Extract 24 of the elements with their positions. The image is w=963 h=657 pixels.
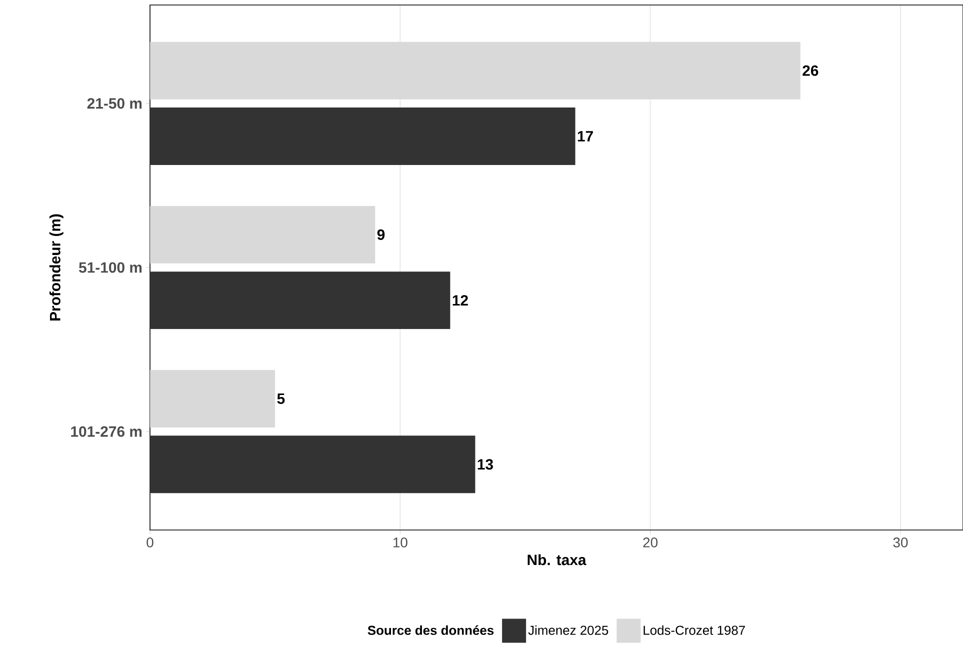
legend-label: Jimenez 2025 <box>528 625 608 635</box>
x-tick-label: 10 <box>393 538 408 548</box>
y-axis-title: Profondeur (m) <box>49 214 64 320</box>
bar <box>150 436 476 494</box>
bar <box>150 206 376 264</box>
data-label: 17 <box>578 131 593 142</box>
x-tick-label: 30 <box>893 538 908 548</box>
data-label: 13 <box>478 459 493 470</box>
x-axis-title: Nb. taxa <box>528 554 586 566</box>
y-tick-label: 51-100 m <box>78 262 142 273</box>
legend-label: Lods-Crozet 1987 <box>644 625 745 635</box>
bar <box>150 272 450 330</box>
data-label: 12 <box>452 295 468 306</box>
y-tick-label: 21-50 m <box>87 98 142 109</box>
data-label: 26 <box>802 65 818 76</box>
y-tick-label: 101-276 m <box>71 426 142 437</box>
bar <box>150 42 800 100</box>
data-label: 5 <box>277 394 285 404</box>
data-label: 9 <box>377 229 385 240</box>
x-tick-label: 0 <box>146 538 154 548</box>
legend-title: Source des données <box>368 625 494 635</box>
x-tick-label: 20 <box>643 538 658 548</box>
bar <box>150 370 276 428</box>
bar <box>150 108 576 165</box>
